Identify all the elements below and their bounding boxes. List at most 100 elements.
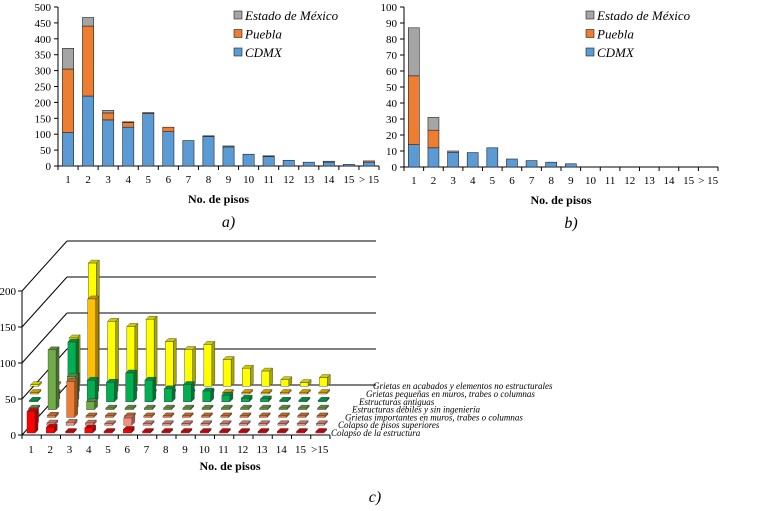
x-tick-label: 10 bbox=[585, 175, 597, 187]
row-label: Estructuras antiguas bbox=[358, 397, 435, 407]
row-label: Grietas en acabados y elementos no estru… bbox=[373, 381, 553, 391]
bar-front bbox=[222, 359, 232, 387]
x-tick-label: > 15 bbox=[359, 174, 379, 186]
y-tick-label: 450 bbox=[35, 18, 52, 30]
row-label: Grietas pequeñas en muros, trabes o colu… bbox=[366, 389, 535, 399]
bar-front bbox=[277, 431, 286, 434]
y-tick-label: 20 bbox=[386, 130, 398, 142]
bar-cdmx bbox=[222, 146, 235, 167]
bar3d-grietas-en-acabados-y-elementos-no-estructurales bbox=[261, 367, 274, 387]
x-axis-label: No. de pisos bbox=[530, 193, 591, 207]
x-tick-label: 14 bbox=[663, 175, 675, 187]
y-tick-label: 100 bbox=[35, 129, 52, 141]
legend-label: CDMX bbox=[245, 45, 283, 60]
x-tick-label: 9 bbox=[226, 174, 232, 186]
bar3d-estructuras-antiguas bbox=[221, 391, 234, 403]
bar3d-grietas-importantes-en-muros-trabes-o-columnas bbox=[181, 412, 194, 418]
bar-front bbox=[26, 411, 36, 434]
bar3d-colapso-de-la-estructura bbox=[84, 424, 97, 434]
bar-front bbox=[181, 415, 191, 418]
x-tick-label: 7 bbox=[529, 175, 535, 187]
bar3d-grietas-pequeñas-en-muros-trabes-o-columnas bbox=[29, 389, 42, 395]
bar3d-estructuras-antiguas bbox=[279, 396, 292, 403]
bar-side bbox=[173, 338, 177, 387]
bar-front bbox=[239, 423, 248, 426]
y-tick-label: 0 bbox=[11, 430, 17, 442]
x-tick-label: 8 bbox=[163, 444, 169, 456]
bar-puebla bbox=[62, 68, 74, 133]
bar-front bbox=[65, 431, 74, 434]
legend-swatch bbox=[585, 29, 595, 38]
bar-front bbox=[203, 344, 213, 387]
bar3d-estructuras-antiguas bbox=[86, 376, 99, 403]
bar-front bbox=[279, 400, 288, 402]
bar-front bbox=[317, 400, 327, 402]
bar-front bbox=[202, 390, 211, 403]
bar-front bbox=[163, 388, 173, 402]
bar3d-estructuras-antiguas bbox=[182, 381, 195, 403]
x-axis-label: No. de pisos bbox=[199, 459, 260, 473]
x-tick-label: 2 bbox=[431, 175, 437, 187]
bar-front bbox=[219, 431, 228, 434]
bar3d-grietas-importantes-en-muros-trabes-o-columnas bbox=[143, 412, 156, 418]
bar3d-grietas-importantes-en-muros-trabes-o-columnas bbox=[277, 412, 290, 418]
y-tick-label: 40 bbox=[386, 98, 398, 110]
x-tick-label: 10 bbox=[199, 444, 211, 456]
bar-front bbox=[162, 415, 172, 418]
legend-label: Estado de México bbox=[596, 8, 691, 23]
bar-front bbox=[278, 415, 287, 418]
y-tick-label: 150 bbox=[0, 322, 17, 334]
bar3d-colapso-de-la-estructura bbox=[296, 428, 308, 434]
bar-front bbox=[29, 400, 38, 402]
bar3d-estructuras-antiguas bbox=[317, 396, 330, 403]
bar-cdmx bbox=[82, 95, 95, 167]
bar-cdmx bbox=[242, 153, 255, 167]
bar3d-colapso-de-pisos-superiores bbox=[84, 419, 97, 426]
bar-cdmx bbox=[162, 131, 175, 167]
y-tick-label: 90 bbox=[386, 18, 398, 30]
bar-front bbox=[278, 407, 288, 410]
x-tick-label: 15 bbox=[343, 174, 355, 186]
bar3d-estructuras-antiguas bbox=[125, 369, 138, 403]
bar-front bbox=[220, 415, 229, 418]
y-tick-label: 0 bbox=[46, 161, 52, 173]
bar3d-grietas-en-acabados-y-elementos-no-estructurales bbox=[184, 345, 197, 387]
x-tick-label: 2 bbox=[48, 444, 54, 456]
x-tick-label: 8 bbox=[548, 175, 554, 187]
x-tick-label: > 15 bbox=[698, 175, 718, 187]
bar-front bbox=[104, 423, 113, 426]
bar-cdmx bbox=[342, 164, 355, 167]
legend-item: CDMX bbox=[585, 45, 635, 60]
y-tick-label: 400 bbox=[35, 34, 52, 46]
bar-front bbox=[47, 349, 57, 410]
bar3d-grietas-en-acabados-y-elementos-no-estructurales bbox=[30, 381, 43, 387]
bar3d-estructuras-antiguas bbox=[105, 378, 118, 403]
bar3d-grietas-importantes-en-muros-trabes-o-columnas bbox=[85, 412, 98, 418]
y-tick-label: 300 bbox=[35, 66, 52, 78]
bar3d-grietas-en-acabados-y-elementos-no-estructurales bbox=[107, 317, 120, 387]
bar-front bbox=[296, 423, 306, 426]
bar3d-estructuras-débiles-y-sin-ingeniería bbox=[86, 398, 99, 411]
bar-estado-de-méxico bbox=[447, 150, 459, 153]
bar-puebla bbox=[122, 122, 135, 128]
legend-swatch bbox=[585, 47, 595, 57]
bar3d-grietas-pequeñas-en-muros-trabes-o-columnas bbox=[318, 389, 331, 395]
bar-side bbox=[133, 369, 137, 403]
bar3d-grietas-importantes-en-muros-trabes-o-columnas bbox=[162, 412, 175, 418]
bar3d-colapso-de-la-estructura bbox=[180, 428, 193, 434]
bar-front bbox=[161, 431, 170, 434]
bar-front bbox=[296, 431, 305, 434]
bar3d-estructuras-débiles-y-sin-ingeniería bbox=[105, 404, 118, 411]
x-tick-label: 6 bbox=[166, 174, 172, 186]
bar-front bbox=[317, 407, 326, 410]
bar-front bbox=[316, 423, 325, 426]
bar-front bbox=[319, 377, 328, 387]
bar-front bbox=[299, 382, 309, 387]
y-tick-label: 50 bbox=[386, 82, 398, 94]
bar-side bbox=[94, 376, 99, 403]
bar-estado-de-méxico bbox=[62, 48, 74, 70]
x-tick-label: 2 bbox=[85, 174, 91, 186]
bar3d-estructuras-débiles-y-sin-ingeniería bbox=[220, 404, 233, 411]
bar-estado-de-méxico bbox=[408, 27, 420, 77]
